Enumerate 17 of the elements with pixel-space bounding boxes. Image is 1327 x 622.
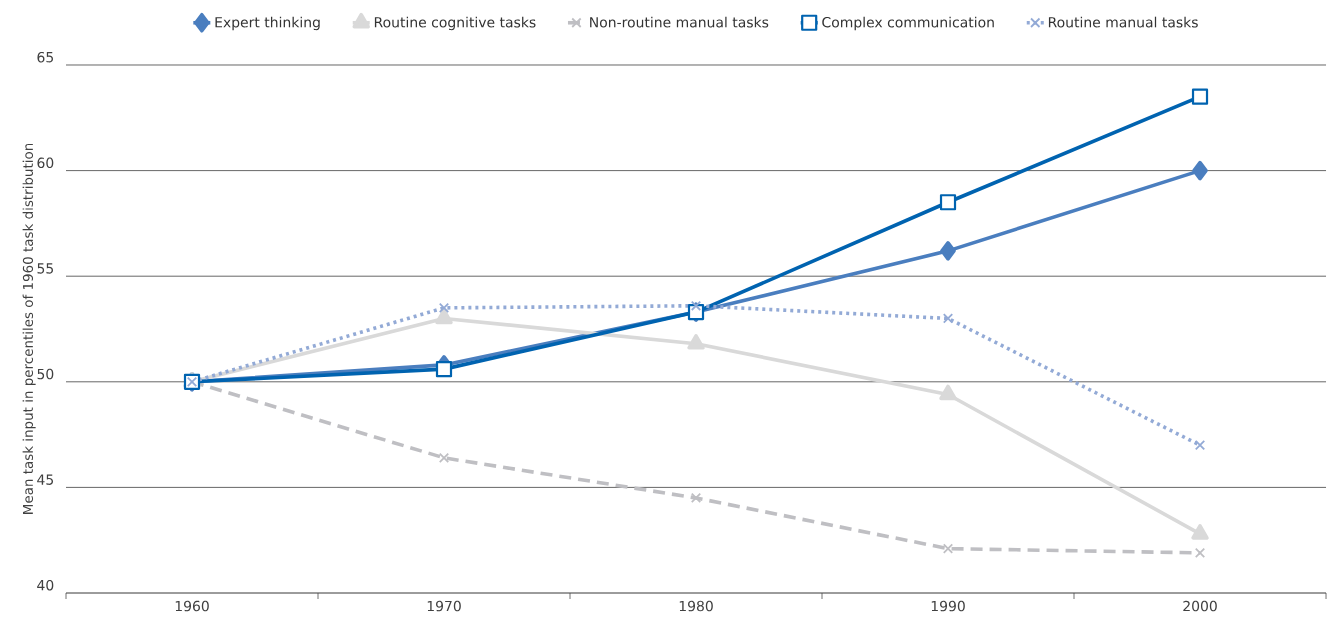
y-tick-label: 40: [37, 579, 54, 591]
y-tick-label: 45: [37, 474, 54, 485]
y-tick-label: 60: [37, 157, 54, 169]
x-tick-label: 1980: [679, 600, 713, 612]
legend-label: Complex communication: [822, 16, 994, 31]
x-tick-label: 1970: [427, 600, 461, 612]
legend-label: Routine manual tasks: [1048, 16, 1198, 28]
y-tick-label: 65: [37, 51, 54, 63]
x-tick-label: 1990: [931, 600, 965, 612]
legend-label: Expert thinking: [215, 16, 320, 31]
legend-label: Non-routine manual tasks: [590, 16, 769, 28]
y-axis-title: Mean task input in percentiles of 1960 task distribution: [22, 143, 36, 514]
y-tick-label: 50: [37, 368, 54, 380]
x-tick-label: 2000: [1183, 600, 1217, 612]
y-tick-label: 55: [37, 263, 54, 274]
legend-label: Routine cognitive tasks: [374, 16, 536, 31]
x-tick-label: 1960: [175, 600, 209, 612]
